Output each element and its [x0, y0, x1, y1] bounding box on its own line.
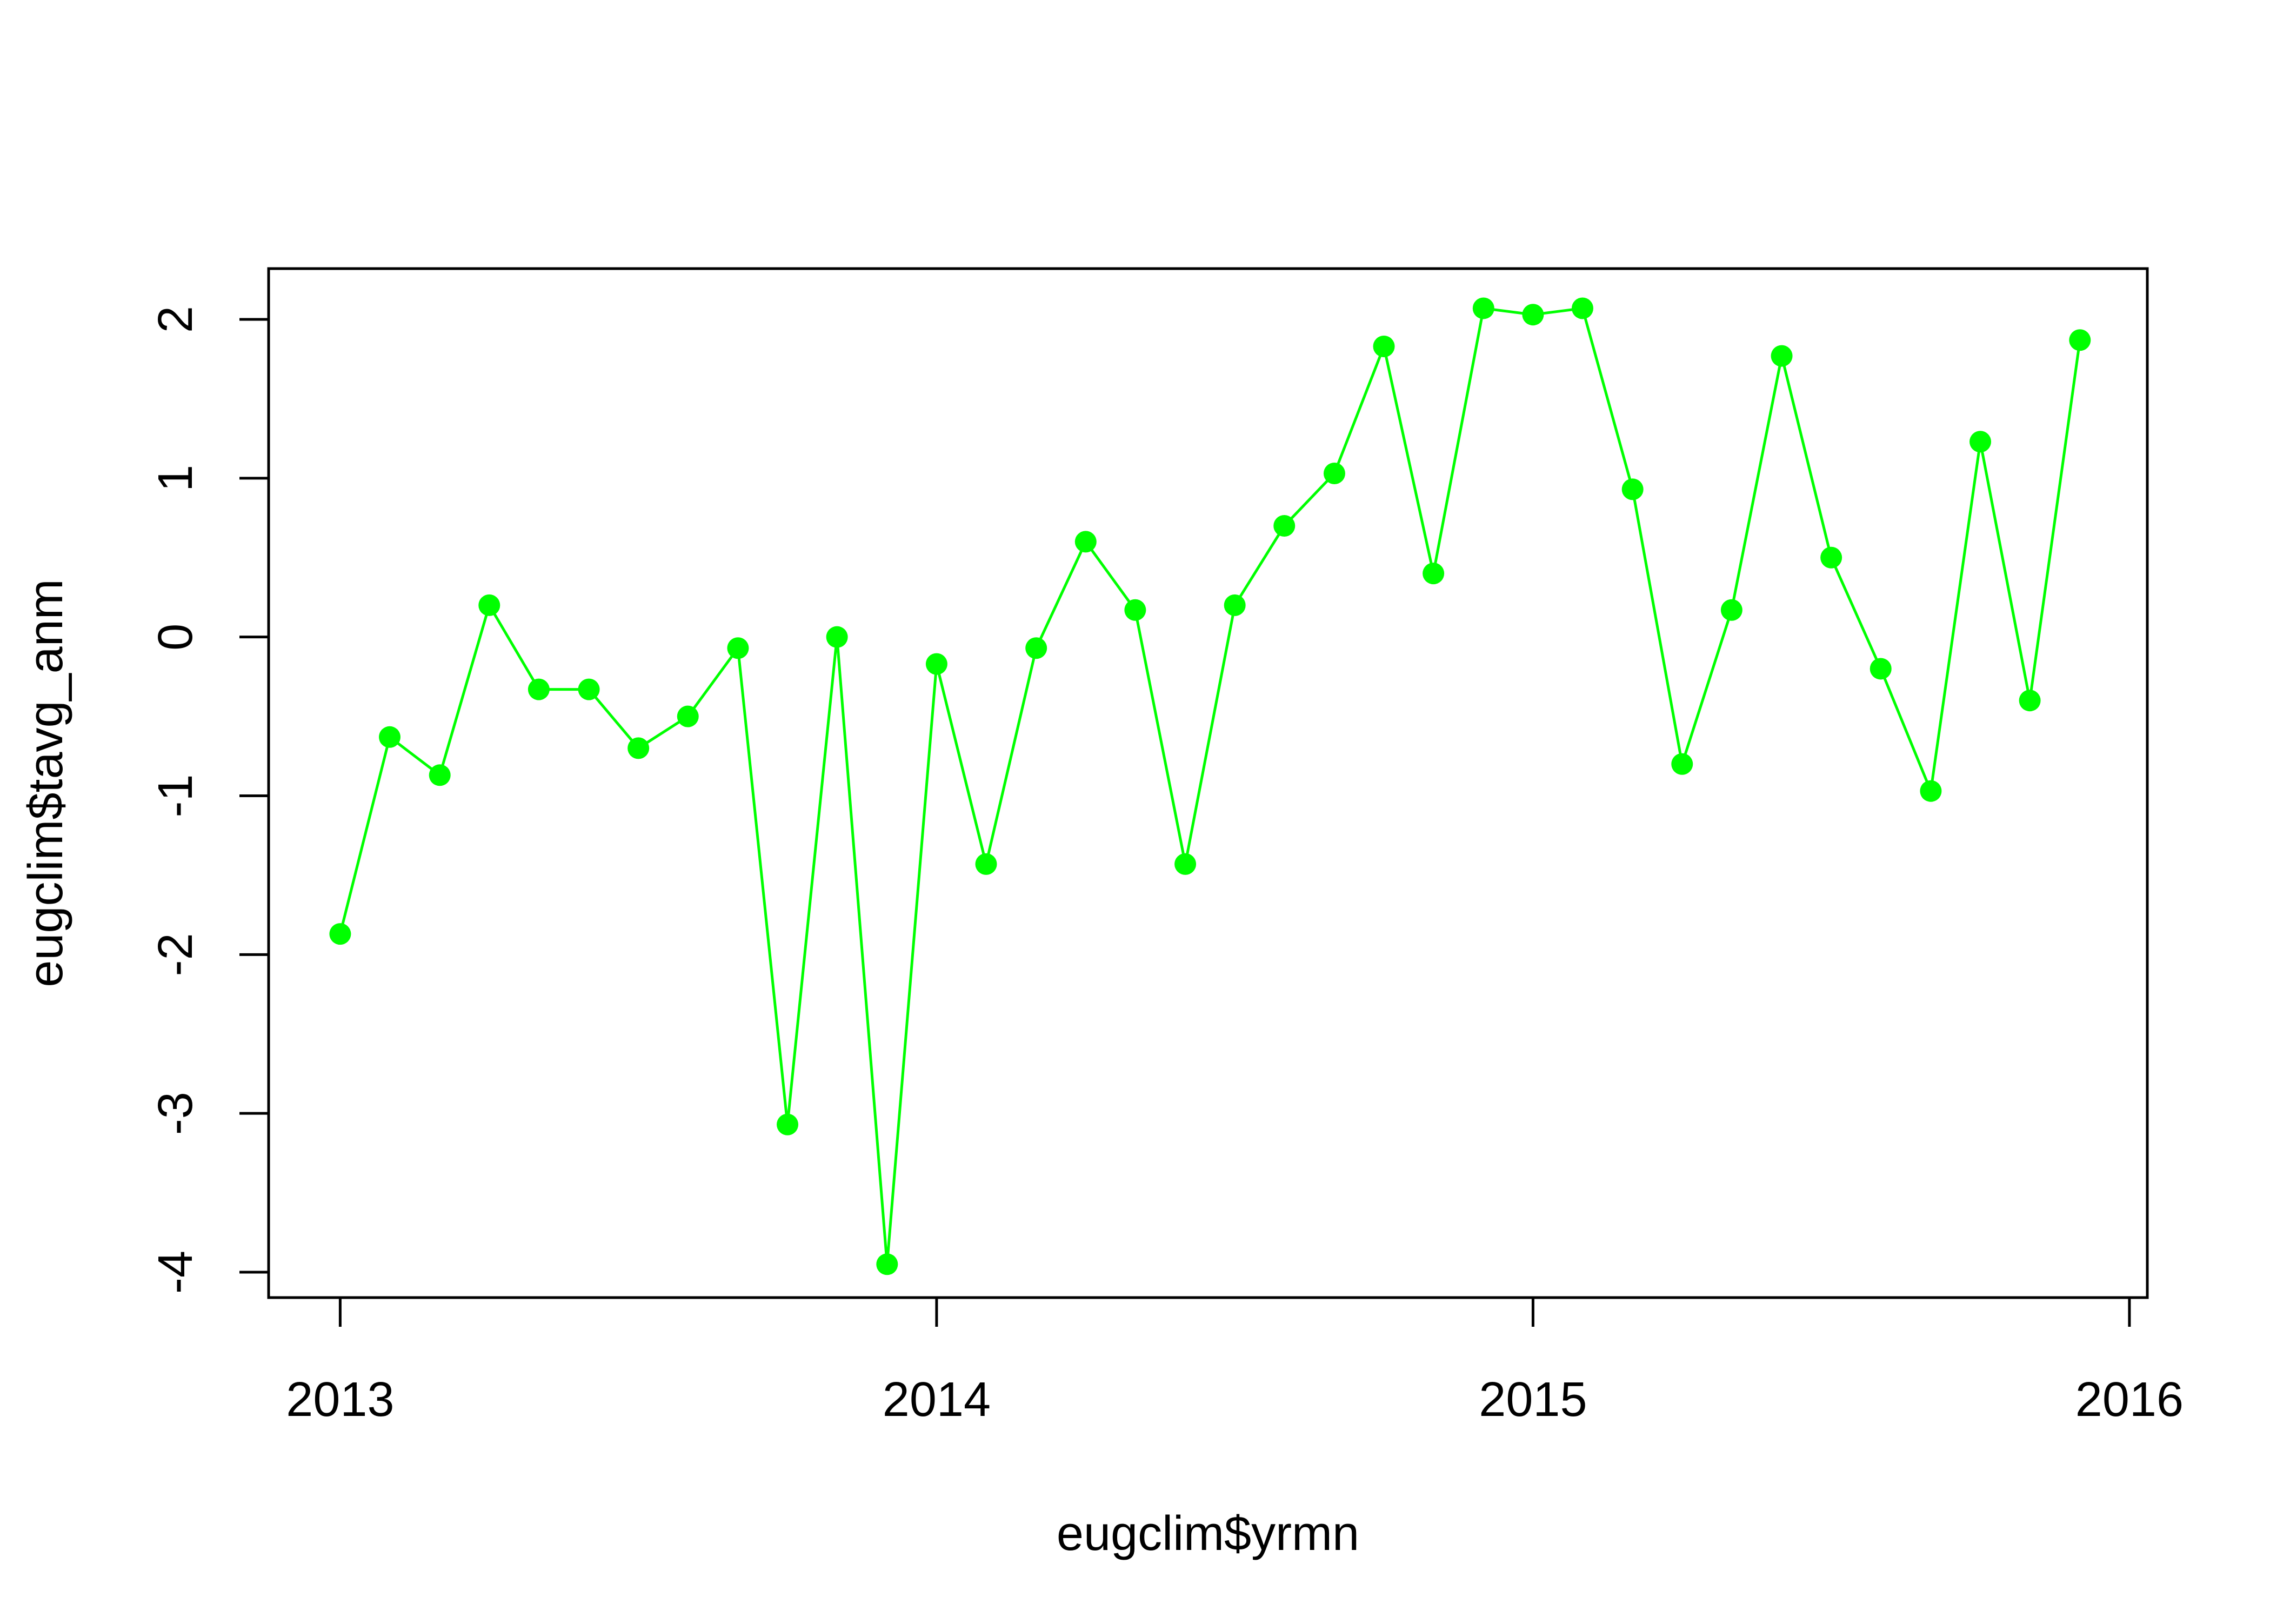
data-point [1025, 637, 1047, 659]
data-point [2019, 690, 2041, 712]
y-tick-label: -3 [149, 1092, 203, 1135]
data-point [777, 1113, 799, 1135]
data-point [1969, 431, 1992, 453]
series-line [338, 307, 2081, 1266]
data-point [1074, 531, 1097, 553]
y-axis-title: eugclim$tavg_anm [19, 579, 73, 987]
x-tick-label: 2015 [1479, 1373, 1587, 1427]
data-point [677, 705, 699, 727]
x-tick-label: 2014 [883, 1373, 991, 1427]
y-tick-label: 0 [149, 624, 203, 651]
data-point [2069, 329, 2091, 351]
data-point [478, 594, 500, 616]
x-tick-label: 2013 [286, 1373, 394, 1427]
data-point [1870, 658, 1892, 680]
data-point [1423, 563, 1445, 585]
data-point [1224, 594, 1246, 616]
data-point [627, 737, 650, 759]
data-point [1571, 297, 1593, 319]
data-point [925, 653, 947, 675]
data-point [429, 764, 451, 786]
plot-frame [267, 267, 2149, 1299]
data-point [1920, 780, 1942, 802]
data-point [1522, 304, 1544, 326]
data-point [975, 853, 997, 875]
data-point [329, 923, 351, 945]
data-point [1124, 599, 1146, 621]
y-tick-label: 1 [149, 465, 203, 492]
y-tick-label: -2 [149, 933, 203, 976]
data-point [1323, 463, 1345, 485]
data-point [528, 678, 550, 700]
data-point [1720, 599, 1742, 621]
x-tick-label: 2016 [2075, 1373, 2184, 1427]
data-point [1174, 853, 1197, 875]
y-tick-label: 2 [149, 306, 203, 333]
data-point [1373, 335, 1395, 357]
data-point [1671, 753, 1693, 775]
x-axis-title: eugclim$yrmn [1057, 1507, 1359, 1561]
data-point [1820, 546, 1842, 569]
data-point [578, 678, 600, 700]
y-tick-label: -1 [149, 774, 203, 817]
data-point [379, 726, 401, 748]
y-tick-label: -4 [149, 1251, 203, 1294]
data-point [826, 626, 848, 648]
data-point [727, 637, 749, 659]
y-axis: -4 -3 -2 -1 0 1 2 [149, 306, 270, 1294]
data-point [1472, 297, 1494, 319]
data-point [1621, 478, 1644, 500]
data-point [1273, 515, 1296, 537]
data-point [1771, 345, 1793, 367]
series-layer [329, 297, 2091, 1275]
data-point [876, 1253, 898, 1275]
x-axis: 2013 2014 2015 2016 [286, 1296, 2184, 1427]
